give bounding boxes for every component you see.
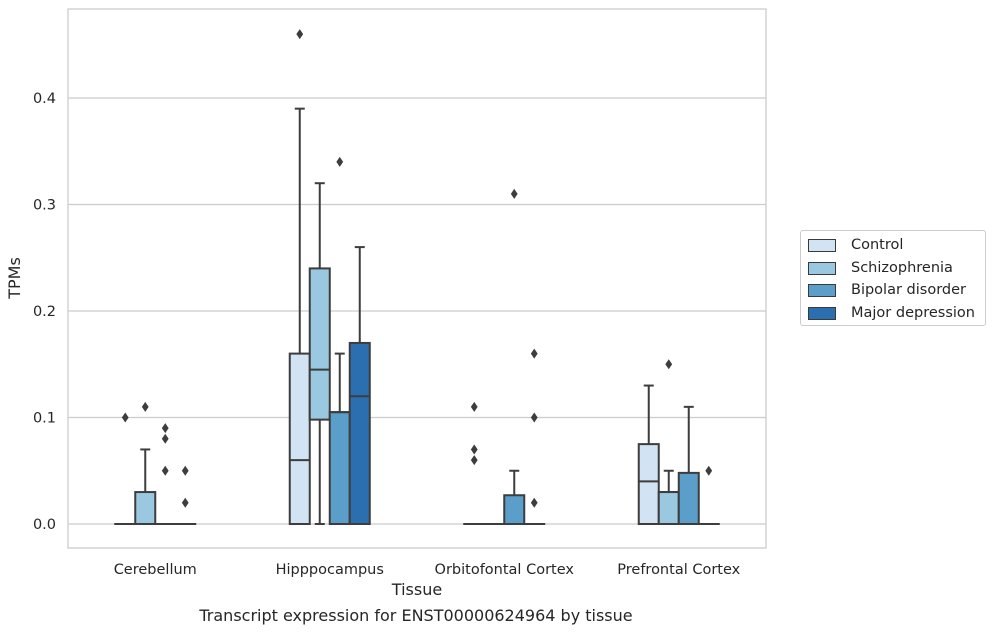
box-bipolar-disorder — [328, 156, 351, 525]
box-control — [114, 412, 137, 526]
box-major-depression — [523, 348, 546, 526]
y-tick-label: 0.4 — [33, 91, 56, 107]
box-iqr — [657, 491, 680, 525]
outlier-point — [530, 348, 538, 359]
outlier-point — [530, 497, 538, 508]
box-schizophrenia — [657, 359, 680, 525]
box-control — [637, 384, 660, 525]
legend-label-control: Control — [851, 237, 904, 253]
legend-item-bipolar-disorder: Bipolar disorder — [808, 281, 966, 299]
legend-swatch-control — [808, 238, 836, 252]
x-tick-label: Cerebellum — [114, 562, 197, 578]
outlier-point — [296, 29, 304, 40]
outlier-point — [510, 188, 518, 199]
box-iqr — [637, 443, 660, 525]
legend-swatch-major-depression — [808, 306, 836, 320]
x-tick-label: Hipppocampus — [276, 562, 384, 578]
outlier-point — [705, 465, 713, 476]
legend-item-schizophrenia: Schizophrenia — [808, 259, 953, 277]
y-tick-label: 0.3 — [33, 198, 56, 214]
box-iqr — [288, 352, 311, 525]
box-schizophrenia — [308, 182, 331, 525]
outlier-point — [141, 401, 149, 412]
box-major-depression — [348, 246, 371, 526]
outlier-point — [665, 359, 673, 370]
legend-item-control: Control — [808, 236, 903, 254]
y-tick-label: 0.0 — [33, 517, 56, 533]
x-axis-label: Tissue — [391, 580, 442, 599]
x-axis-ticks: Cerebellum Hipppocampus Orbitofontal Corte… — [114, 562, 741, 578]
chart-caption: Transcript expression for ENST0000062496… — [199, 606, 633, 625]
box-major-depression — [697, 465, 720, 526]
legend: Control Schizophrenia Bipolar disorder M… — [800, 230, 986, 326]
outlier-point — [470, 401, 478, 412]
legend-swatch-schizophrenia — [808, 261, 836, 275]
outlier-point — [161, 433, 169, 444]
box-plot-series — [114, 29, 720, 526]
box-bipolar-disorder — [154, 423, 177, 526]
box-control — [288, 29, 311, 525]
box-bipolar-disorder — [677, 405, 700, 526]
y-tick-label: 0.1 — [33, 411, 56, 427]
x-tick-label: Orbitofontal Cortex — [435, 562, 575, 578]
plot-frame — [67, 8, 767, 549]
legend-label-schizophrenia: Schizophrenia — [851, 260, 953, 276]
box-control — [463, 401, 486, 526]
outlier-point — [530, 412, 538, 423]
outlier-point — [336, 156, 344, 167]
box-iqr — [308, 267, 331, 421]
box-schizophrenia — [134, 401, 157, 525]
outlier-point — [470, 444, 478, 455]
legend-label-major-depression: Major depression — [851, 305, 975, 321]
box-iqr — [503, 494, 526, 525]
box-iqr — [134, 491, 157, 525]
box-major-depression — [174, 465, 197, 526]
box-bipolar-disorder — [503, 188, 526, 525]
grid-lines — [68, 97, 766, 525]
outlier-point — [121, 412, 129, 423]
y-axis-ticks: 0.0 0.1 0.2 0.3 0.4 — [33, 91, 56, 533]
legend-item-major-depression: Major depression — [808, 304, 975, 322]
box-iqr — [677, 471, 700, 526]
x-tick-label: Prefrontal Cortex — [617, 562, 740, 578]
outlier-point — [470, 455, 478, 466]
outlier-point — [181, 465, 189, 476]
box-iqr — [328, 411, 351, 525]
outlier-point — [161, 465, 169, 476]
box-iqr — [348, 341, 371, 526]
y-axis-label: TPMs — [5, 257, 24, 300]
legend-swatch-bipolar-disorder — [808, 283, 836, 297]
legend-label-bipolar-disorder: Bipolar disorder — [851, 282, 966, 298]
outlier-point — [161, 423, 169, 434]
y-tick-label: 0.2 — [33, 304, 56, 320]
outlier-point — [181, 497, 189, 508]
